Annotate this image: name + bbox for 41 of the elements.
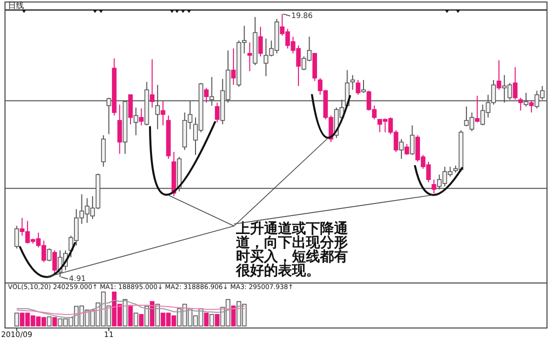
candlestick	[214, 102, 220, 123]
candlestick	[432, 179, 436, 194]
candlestick	[529, 100, 534, 114]
candlestick	[518, 97, 523, 112]
candlestick	[204, 87, 209, 104]
candlestick	[361, 79, 366, 94]
candlestick	[258, 26, 263, 57]
bar	[14, 312, 20, 326]
chart-title: 日线	[8, 1, 24, 10]
bar	[134, 312, 138, 326]
candlestick	[404, 144, 410, 156]
bar	[52, 317, 57, 326]
bar	[128, 304, 133, 326]
bar	[144, 306, 150, 326]
candlestick	[139, 108, 144, 126]
bar	[46, 316, 52, 326]
candlestick	[231, 48, 236, 86]
candlestick	[160, 100, 166, 126]
candlestick	[150, 58, 154, 108]
bar	[204, 312, 209, 326]
candlestick	[134, 107, 138, 136]
candlestick	[410, 124, 415, 156]
candlestick	[128, 94, 133, 125]
candlestick	[101, 134, 106, 168]
candlestick	[350, 74, 355, 90]
candlestick	[117, 104, 122, 154]
candlestick	[247, 42, 252, 72]
candlestick	[356, 79, 360, 96]
bar	[214, 314, 220, 326]
bar	[150, 301, 154, 326]
bar	[209, 314, 214, 326]
bar	[155, 304, 160, 326]
candlestick	[399, 138, 404, 160]
candlestick	[512, 66, 518, 100]
candlestick	[496, 60, 502, 90]
bar	[122, 299, 128, 326]
bar	[231, 306, 236, 326]
bar	[139, 314, 144, 326]
annotation: 上升通道或下降通道，向下出现分形时买入，短线都有很好的表现。	[235, 220, 349, 279]
candlestick	[14, 225, 20, 249]
candlestick	[474, 95, 480, 123]
